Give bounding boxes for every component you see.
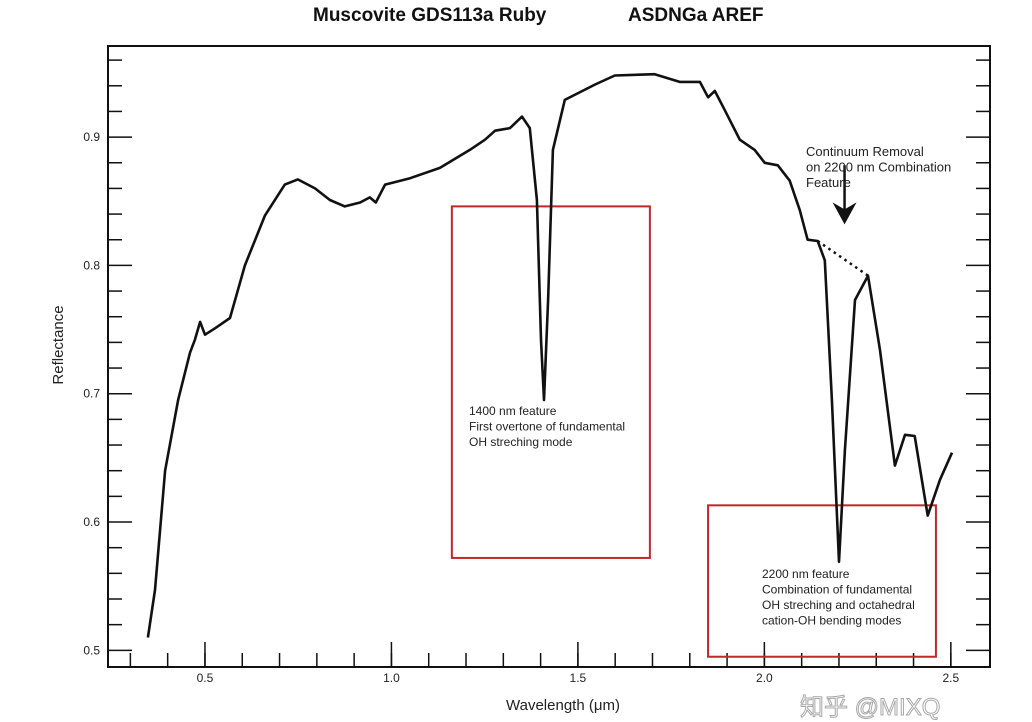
annotation-text-continuum: Continuum Removal xyxy=(806,144,924,159)
annotation-box-1400 xyxy=(450,205,651,559)
annotation-texts: 1400 nm feature First overtone of fundame… xyxy=(469,144,951,628)
x-tick-label: 2.0 xyxy=(756,671,773,685)
y-tick-label: 0.5 xyxy=(83,643,100,657)
y-tick-label: 0.9 xyxy=(83,130,100,144)
annotation-text-1400: 1400 nm feature xyxy=(469,404,557,418)
annotation-text-continuum: Feature xyxy=(806,175,851,190)
annotation-text-1400: First overtone of fundamental xyxy=(469,420,625,434)
chart-title-right: ASDNGa AREF xyxy=(628,5,763,26)
y-tick-label: 0.6 xyxy=(83,515,100,529)
watermark: 知乎 @MIXQ xyxy=(800,694,940,721)
annotation-text-2200: Combination of fundamental xyxy=(762,583,912,597)
plot-frame xyxy=(107,45,991,668)
y-axis-label: Reflectance xyxy=(50,305,67,384)
x-tick-label: 1.5 xyxy=(570,671,587,685)
reflectance-curve xyxy=(146,72,954,638)
annotation-text-continuum: on 2200 nm Combination xyxy=(806,160,951,175)
annotation-text-2200: cation-OH bending modes xyxy=(762,614,901,628)
x-tick-label: 0.5 xyxy=(197,671,214,685)
chart-title-left: Muscovite GDS113a Ruby xyxy=(313,5,547,26)
annotation-text-2200: OH streching and octahedral xyxy=(762,598,915,612)
annotation-box-2200 xyxy=(707,504,937,658)
y-tick-label: 0.8 xyxy=(83,258,100,272)
x-axis-label: Wavelength (μm) xyxy=(506,697,620,714)
x-tick-label: 2.5 xyxy=(942,671,959,685)
arrow-down-icon xyxy=(832,165,857,225)
arrow-head xyxy=(832,202,857,225)
y-tick-label: 0.7 xyxy=(83,387,100,401)
annotation-text-2200: 2200 nm feature xyxy=(762,567,850,581)
annotation-text-1400: OH streching mode xyxy=(469,435,573,449)
axis-ticks: 0.5 1.0 1.5 2.0 2.5 0.5 0.6 0.7 0.8 0.9 xyxy=(83,59,990,685)
x-tick-label: 1.0 xyxy=(383,671,400,685)
